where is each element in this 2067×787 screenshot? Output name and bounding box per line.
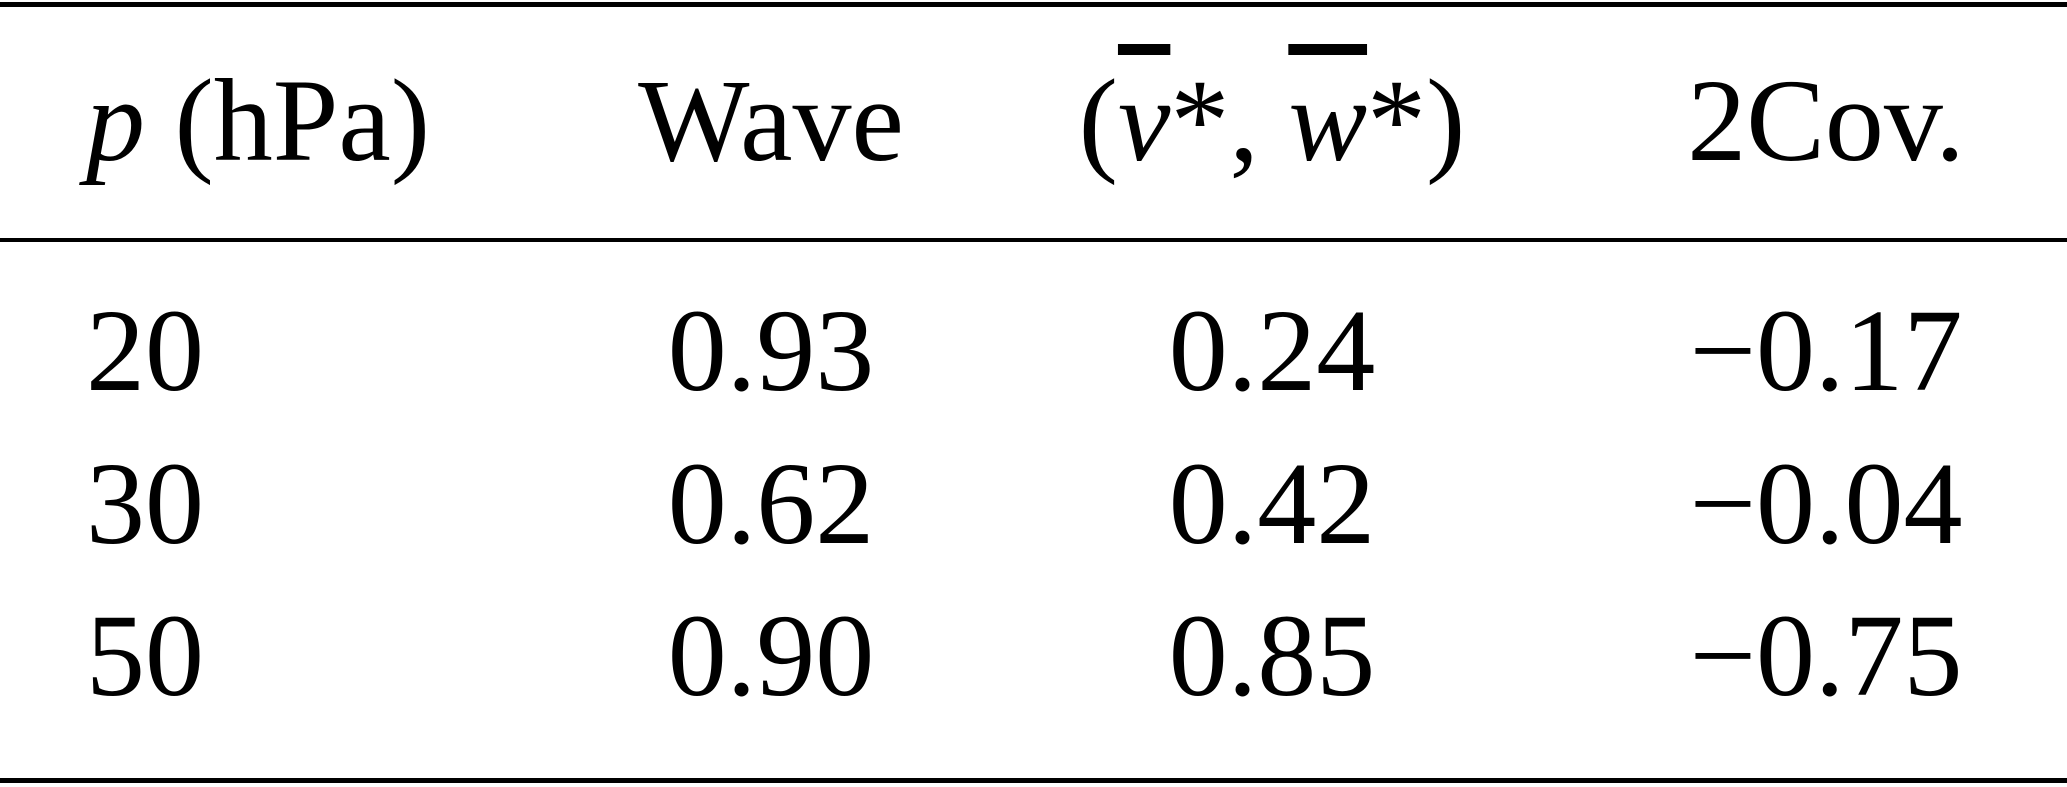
cell-wave: 0.62 [667, 438, 875, 569]
header-mean: (v*, w*) [1079, 62, 1466, 180]
cell-mean: 0.24 [1168, 285, 1376, 416]
cell-mean: 0.42 [1168, 438, 1376, 569]
cell-pressure: 50 [86, 590, 204, 721]
cell-wave: 0.90 [667, 590, 875, 721]
top-rule [0, 2, 2067, 7]
cell-cov: −0.04 [1689, 438, 1963, 569]
cell-pressure: 30 [86, 438, 204, 569]
header-mean-star2: *) [1367, 55, 1466, 186]
header-cov: 2Cov. [1687, 55, 1965, 186]
header-pressure: p (hPa) [86, 62, 430, 180]
header-mean-open: ( [1078, 55, 1118, 186]
cell-wave: 0.93 [667, 285, 875, 416]
header-wave: Wave [638, 55, 904, 186]
header-rule [0, 238, 2067, 242]
header-mean-v: v [1117, 55, 1171, 186]
header-pressure-unit: (hPa) [145, 55, 431, 186]
header-mean-star1: *, [1170, 55, 1289, 186]
cell-cov: −0.75 [1689, 590, 1963, 721]
cell-pressure: 20 [86, 285, 204, 416]
cell-cov: −0.17 [1689, 285, 1963, 416]
cell-mean: 0.85 [1168, 590, 1376, 721]
bottom-rule [0, 778, 2067, 783]
header-mean-w: w [1288, 55, 1368, 186]
header-pressure-var: p [86, 55, 145, 186]
